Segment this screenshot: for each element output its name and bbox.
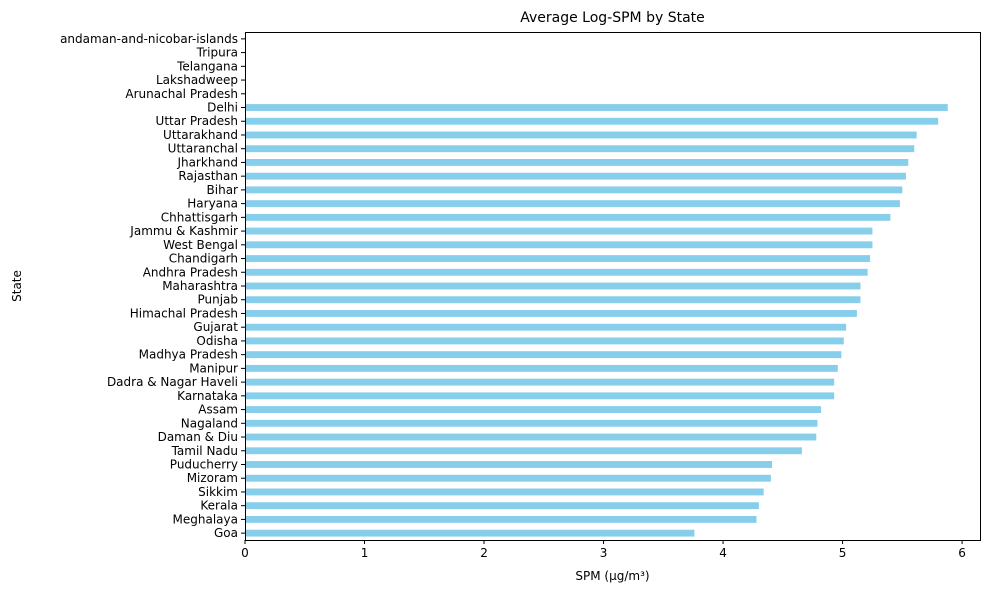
y-tick-label: Himachal Pradesh — [130, 306, 238, 320]
y-tick-label: Telangana — [176, 59, 238, 73]
bar-28 — [245, 419, 818, 427]
bar-6 — [245, 117, 939, 125]
bar-12 — [245, 200, 900, 208]
y-tick-label: Arunachal Pradesh — [125, 87, 238, 101]
y-axis-label: State — [10, 270, 24, 302]
x-axis-label: SPM (µg/m³) — [575, 569, 649, 583]
x-axis: 0 1 2 3 4 5 6 — [241, 540, 966, 560]
y-tick-label: West Bengal — [163, 238, 238, 252]
y-tick-label: Tamil Nadu — [171, 444, 238, 458]
y-tick-label: Dadra & Nagar Haveli — [107, 375, 238, 389]
bar-35 — [245, 515, 757, 523]
y-tick-label: Chhattisgarh — [161, 210, 238, 224]
x-tick-label: 1 — [361, 546, 369, 560]
y-tick-label: Rajasthan — [178, 169, 238, 183]
bar-30 — [245, 447, 802, 455]
bar-21 — [245, 323, 847, 331]
bar-10 — [245, 172, 906, 180]
bar-26 — [245, 392, 835, 400]
y-tick-label: Sikkim — [198, 485, 238, 499]
bar-5 — [245, 104, 948, 111]
y-tick-label: Bihar — [207, 183, 239, 197]
y-tick-label: Tripura — [196, 46, 238, 60]
y-tick-label: Punjab — [197, 293, 238, 307]
y-tick-label: Goa — [214, 526, 238, 540]
bar-25 — [245, 378, 835, 386]
bar-14 — [245, 227, 873, 235]
bar-18 — [245, 282, 861, 290]
x-tick-label: 0 — [241, 546, 249, 560]
chart-title: Average Log-SPM by State — [520, 10, 705, 26]
y-tick-label: Assam — [198, 403, 238, 417]
bar-9 — [245, 159, 909, 166]
bar-13 — [245, 213, 891, 221]
bar-20 — [245, 310, 857, 317]
y-tick-label: Gujarat — [193, 320, 238, 334]
x-tick-label: 4 — [719, 546, 727, 560]
bar-29 — [245, 433, 817, 441]
bar-31 — [245, 461, 773, 468]
y-tick-label: Haryana — [187, 197, 238, 211]
y-tick-label: Puducherry — [170, 457, 238, 471]
bar-24 — [245, 364, 838, 372]
bar-19 — [245, 296, 861, 304]
y-tick-label: Jharkhand — [176, 155, 238, 169]
y-tick-label: Odisha — [196, 334, 238, 348]
y-tick-label: Uttaranchal — [168, 142, 238, 156]
y-tick-label: Karnataka — [177, 389, 238, 403]
y-tick-label: Maharashtra — [162, 279, 238, 293]
y-tick-label: Manipur — [189, 361, 238, 375]
y-axis: andaman-and-nicobar-islandsTripuraTelang… — [60, 32, 245, 540]
bar-11 — [245, 186, 903, 194]
plot-frame — [245, 32, 981, 541]
y-tick-label: Kerala — [200, 499, 238, 513]
y-tick-label: Delhi — [207, 101, 238, 115]
bars-group — [245, 104, 948, 537]
x-tick-label: 6 — [958, 546, 966, 560]
y-tick-label: andaman-and-nicobar-islands — [60, 32, 238, 46]
bar-8 — [245, 145, 915, 153]
bar-34 — [245, 502, 759, 510]
y-tick-label: Meghalaya — [173, 512, 238, 526]
y-tick-label: Uttarakhand — [163, 128, 238, 142]
bar-15 — [245, 241, 873, 249]
y-tick-label: Madhya Pradesh — [139, 348, 238, 362]
y-tick-label: Mizoram — [187, 471, 238, 485]
bar-32 — [245, 474, 771, 482]
bar-16 — [245, 255, 871, 262]
bar-23 — [245, 351, 842, 359]
y-tick-label: Chandigarh — [169, 252, 238, 266]
y-tick-label: Daman & Diu — [158, 430, 238, 444]
y-tick-label: Uttar Pradesh — [156, 114, 238, 128]
x-tick-label: 5 — [839, 546, 847, 560]
y-tick-label: Jammu & Kashmir — [129, 224, 238, 238]
bar-33 — [245, 488, 764, 496]
y-tick-label: Nagaland — [181, 416, 238, 430]
y-tick-label: Andhra Pradesh — [143, 265, 238, 279]
bar-22 — [245, 337, 844, 345]
y-tick-label: Lakshadweep — [156, 73, 238, 87]
bar-36 — [245, 529, 695, 537]
x-tick-label: 3 — [600, 546, 608, 560]
bar-7 — [245, 131, 917, 139]
x-tick-label: 2 — [480, 546, 488, 560]
bar-27 — [245, 406, 822, 413]
bar-17 — [245, 268, 868, 276]
